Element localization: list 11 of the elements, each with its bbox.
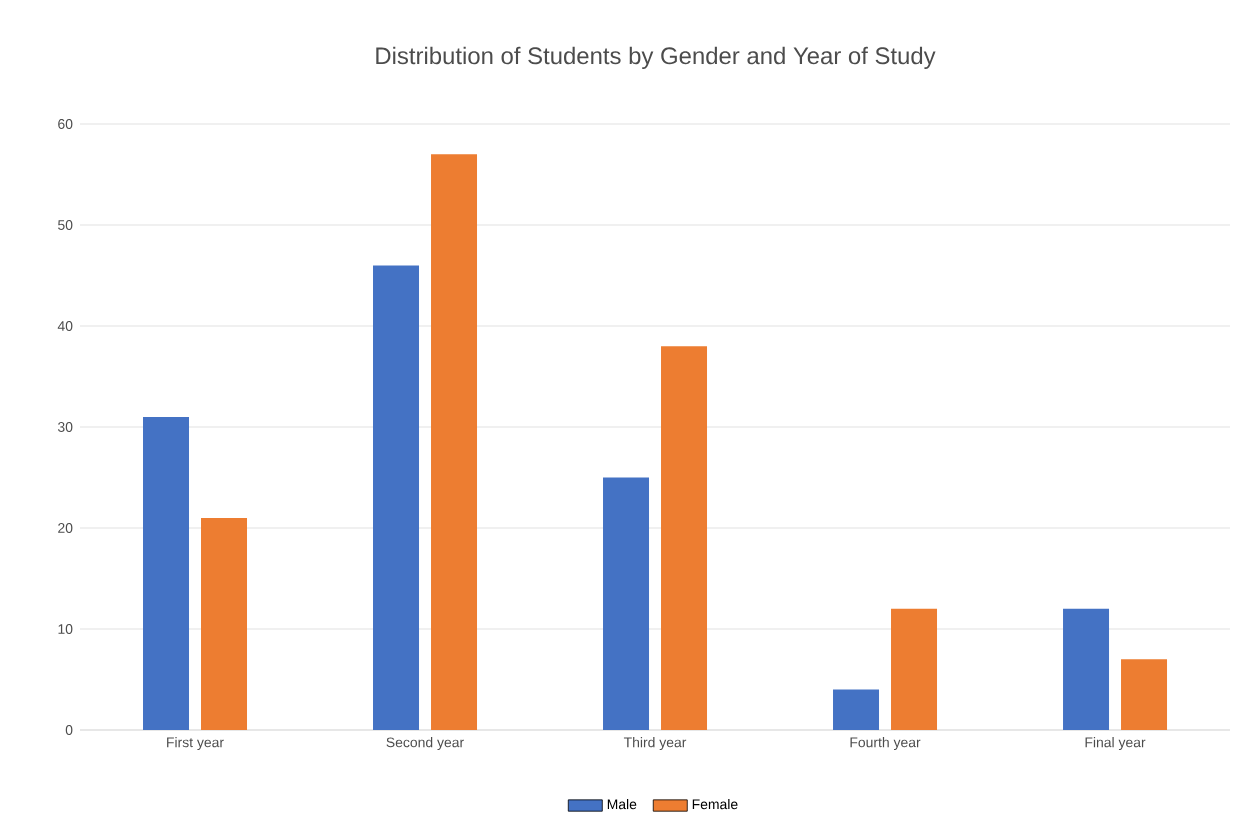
bar <box>661 346 708 730</box>
bar <box>431 154 478 730</box>
bar <box>603 477 650 730</box>
bar <box>143 416 190 730</box>
bar <box>1121 659 1168 730</box>
bar <box>891 608 938 730</box>
bar <box>201 517 248 730</box>
bar <box>373 265 420 730</box>
bar <box>833 689 880 730</box>
chart-title: Distribution of Students by Gender and Year of Study <box>376 46 936 70</box>
bar <box>1063 608 1110 730</box>
